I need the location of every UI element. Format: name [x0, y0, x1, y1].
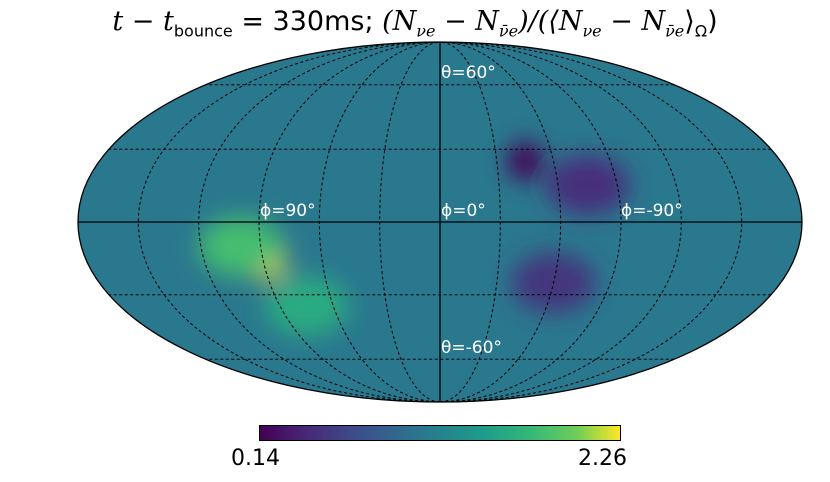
meridian-150	[137, 42, 441, 402]
map-outline	[77, 41, 803, 403]
meridian--150	[439, 42, 743, 402]
meridian-60	[318, 42, 441, 402]
value-region-4	[545, 155, 630, 216]
meridian--30	[439, 42, 501, 402]
phi-0-label: ϕ=0°	[441, 201, 486, 221]
title-time: t − t	[112, 6, 174, 37]
colorbar-min-label: 0.14	[231, 446, 280, 471]
title-ratio-open: (N	[382, 6, 417, 37]
graticule	[78, 42, 802, 402]
value-region-3	[507, 141, 544, 182]
title-ratio-mid: )/(⟨N	[518, 6, 583, 37]
colorbar-max-label: 2.26	[578, 446, 627, 471]
title-bounce-sub: bounce	[173, 21, 233, 41]
title-nue-sub: νe	[416, 21, 436, 41]
title-time-value: = 330ms;	[232, 6, 383, 37]
chart-title: t − tbounce = 330ms; (Nνe − Nν̄e)/(⟨Nνe …	[0, 6, 830, 40]
meridian-120	[198, 42, 441, 402]
title-nue-sub-2: νe	[582, 21, 602, 41]
phi-minus90-label: ϕ=-90°	[621, 201, 683, 221]
value-region-2	[264, 276, 349, 337]
title-minus: − N	[435, 6, 499, 37]
meridian--60	[439, 42, 562, 402]
meridian--120	[439, 42, 682, 402]
title-angle-close: ⟩	[684, 6, 695, 37]
value-region-1	[198, 216, 283, 277]
phi-90-label: ϕ=90°	[260, 201, 316, 221]
meridian-90	[258, 42, 441, 402]
meridian--90	[439, 42, 622, 402]
colorbar	[259, 425, 621, 441]
meridian-30	[379, 42, 441, 402]
title-minus-2: − N	[601, 6, 666, 37]
title-omega-sub: Ω	[694, 21, 708, 41]
theta-minus60-label: θ=-60°	[441, 338, 502, 358]
title-nuebar-sub: ν̄e	[498, 21, 519, 41]
title-nuebar-sub-2: ν̄e	[665, 21, 685, 41]
title-end: )	[707, 6, 718, 37]
theta-60-label: θ=60°	[441, 63, 496, 83]
